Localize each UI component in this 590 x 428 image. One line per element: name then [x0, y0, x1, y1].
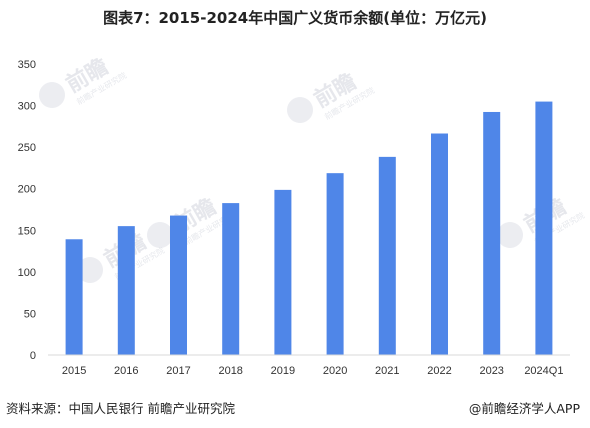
x-tick-label: 2022	[427, 365, 451, 377]
y-tick-label: 300	[18, 101, 36, 113]
x-tick-label: 2024Q1	[524, 365, 563, 377]
y-tick-label: 50	[24, 308, 36, 320]
x-tick-label: 2015	[62, 365, 86, 377]
bar	[170, 215, 187, 355]
y-tick-label: 350	[18, 59, 36, 71]
watermark-layer: 前瞻前瞻产业研究院前瞻前瞻产业研究院前瞻前瞻产业研究院前瞻前瞻产业研究院前瞻前瞻…	[39, 54, 586, 283]
bar	[535, 101, 553, 356]
bars	[65, 101, 553, 356]
x-tick-label: 2019	[271, 365, 295, 377]
y-axis: 0 50 100 150 200 250 300 350	[18, 59, 36, 362]
bar	[326, 173, 344, 355]
x-tick-label: 2021	[375, 365, 399, 377]
x-tick-label: 2017	[166, 365, 190, 377]
y-tick-label: 0	[30, 350, 36, 362]
y-tick-label: 250	[18, 142, 36, 154]
brand-credit: @前瞻经济学人APP	[468, 401, 580, 416]
bar	[483, 111, 501, 356]
source-note: 资料来源：中国人民银行 前瞻产业研究院	[6, 401, 235, 416]
y-tick-label: 150	[18, 225, 36, 237]
bar	[378, 156, 396, 355]
x-axis: 2015 2016 2017 2018 2019 2020 2021 2022 2023 2024…	[48, 354, 570, 377]
bar	[117, 226, 135, 355]
y-tick-label: 200	[18, 184, 36, 196]
x-tick-label: 2023	[479, 365, 503, 377]
y-tick-label: 100	[18, 267, 36, 279]
chart-title: 图表7：2015-2024年中国广义货币余额(单位：万亿元)	[103, 9, 487, 27]
bar	[65, 239, 83, 355]
bar	[274, 189, 292, 355]
x-tick-label: 2020	[323, 365, 347, 377]
bar	[431, 133, 448, 355]
x-tick-label: 2016	[114, 365, 138, 377]
x-tick-label: 2018	[218, 365, 242, 377]
bar	[222, 203, 240, 355]
